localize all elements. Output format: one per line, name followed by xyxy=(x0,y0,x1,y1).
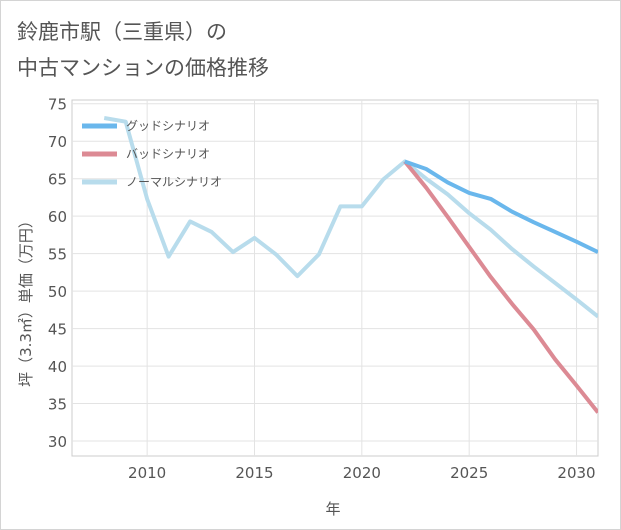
y-axis-label: 坪（3.3㎡）単価（万円） xyxy=(17,213,35,387)
y-tick-label: 55 xyxy=(48,246,67,264)
x-axis-label: 年 xyxy=(325,500,340,518)
y-tick-label: 75 xyxy=(48,96,67,114)
series-line-0 xyxy=(404,159,598,254)
x-tick-label: 2030 xyxy=(557,464,595,482)
x-tick-label: 2015 xyxy=(235,464,273,482)
ticks: 30 35 40 45 50 55 60 65 70 75 2010 2015 2020 2025 2030 xyxy=(48,96,596,482)
x-tick-label: 2010 xyxy=(128,464,166,482)
chart-title: 鈴鹿市駅（三重県）の 中古マンションの価格推移 xyxy=(17,14,437,86)
series-line-1 xyxy=(403,160,598,414)
y-tick-label: 60 xyxy=(48,208,67,226)
y-tick-label: 30 xyxy=(48,433,67,451)
y-tick-label: 35 xyxy=(48,396,67,414)
x-tick-label: 2020 xyxy=(343,464,381,482)
y-tick-label: 50 xyxy=(48,283,67,301)
y-tick-label: 45 xyxy=(48,321,67,339)
y-tick-label: 70 xyxy=(48,133,67,151)
series-line-2 xyxy=(103,116,598,319)
chart-title-line2: 中古マンションの価格推移 xyxy=(17,56,269,80)
y-tick-label: 40 xyxy=(48,358,67,376)
chart-title-line1: 鈴鹿市駅（三重県）の xyxy=(17,20,227,44)
plot-area xyxy=(71,99,599,457)
grid xyxy=(72,100,598,456)
legend-label-0: グッドシナリオ xyxy=(126,119,210,133)
y-tick-label: 65 xyxy=(48,171,67,189)
legend-label-2: ノーマルシナリオ xyxy=(126,175,222,189)
x-tick-label: 2025 xyxy=(450,464,488,482)
series-lines xyxy=(103,116,598,414)
legend-label-1: バッドシナリオ xyxy=(126,147,210,161)
